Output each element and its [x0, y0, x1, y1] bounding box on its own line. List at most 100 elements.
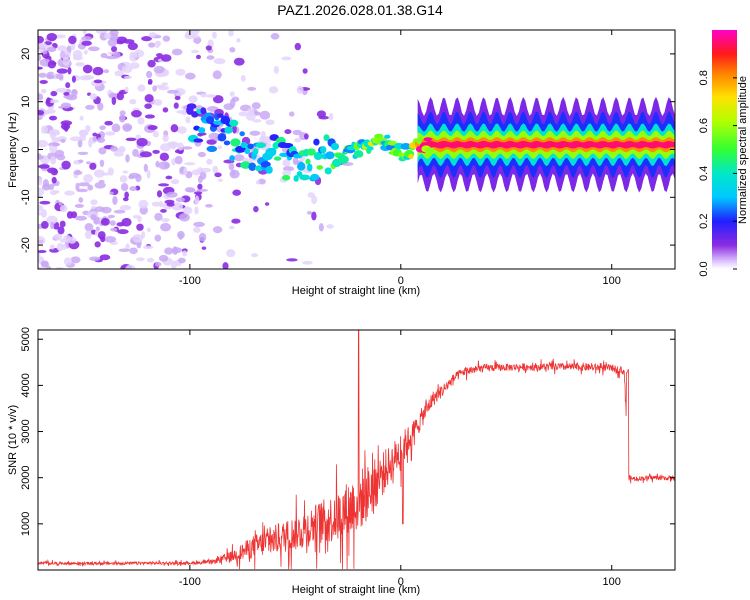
spectrogram-noise-blob: [212, 95, 224, 104]
spectrogram-ridge-blob: [224, 126, 233, 134]
spectrogram-x-tick-label: 100: [603, 275, 621, 287]
spectrogram-noise-blob: [174, 88, 186, 96]
spectrogram-noise-blob: [302, 68, 308, 74]
spectrogram-noise-blob: [82, 30, 87, 35]
colorbar-tick-label: 0.2: [698, 214, 710, 229]
spectrogram-noise-blob: [87, 184, 94, 191]
spectrogram-noise-blob: [127, 42, 138, 51]
spectrogram-ridge-blob: [206, 145, 218, 153]
spectrogram-noise-blob: [178, 213, 190, 222]
spectrogram-noise-blob: [49, 244, 55, 250]
spectrogram-noise-blob: [136, 137, 148, 147]
spectrogram-noise-blob: [38, 164, 50, 169]
spectrogram-noise-blob: [249, 130, 261, 136]
spectrogram-noise-blob: [188, 30, 200, 36]
spectrogram-noise-blob: [112, 196, 118, 205]
spectrogram-noise-blob: [89, 162, 97, 171]
spectrogram-noise-blob: [120, 183, 129, 192]
spectrogram-noise-blob: [109, 30, 119, 37]
snr-y-tick-label: 2000: [20, 465, 32, 489]
spectrogram-noise-blob: [38, 187, 45, 197]
spectrogram-noise-blob: [177, 126, 187, 134]
spectrogram-noise-blob: [156, 190, 163, 198]
spectrogram-noise-blob: [141, 36, 152, 42]
spectrogram-noise-blob: [70, 211, 78, 219]
spectrogram-noise-blob: [38, 266, 47, 269]
spectrogram-noise-blob: [217, 178, 223, 182]
spectrogram-noise-blob: [154, 40, 160, 49]
spectrogram-noise-blob: [192, 226, 201, 233]
spectrogram-noise-blob: [87, 46, 100, 52]
spectrogram-noise-blob: [51, 176, 57, 184]
spectrogram-noise-blob: [71, 75, 76, 83]
spectrogram-ridge-blob: [306, 148, 316, 156]
spectrogram-noise-blob: [51, 142, 61, 147]
spectrogram-noise-blob: [175, 68, 186, 76]
spectrogram-ridge-blob: [330, 142, 340, 151]
spectrogram-noise-blob: [46, 32, 58, 42]
spectrogram-noise-blob: [129, 98, 137, 105]
spectrogram-ridge-blob: [313, 138, 320, 146]
spectrogram-noise-blob: [82, 64, 93, 74]
spectrogram-noise-blob: [231, 218, 241, 224]
spectrogram-noise-blob: [188, 95, 198, 103]
spectrogram-noise-blob: [75, 182, 80, 191]
spectrogram-noise-blob: [49, 144, 58, 153]
spectrogram-noise-blob: [59, 50, 71, 60]
spectrogram-noise-blob: [152, 85, 158, 92]
spectrogram-noise-blob: [177, 230, 185, 239]
spectrogram-noise-blob: [228, 30, 234, 37]
spectrogram-noise-blob: [205, 204, 213, 208]
spectrogram-noise-blob: [222, 262, 229, 269]
spectrogram-noise-blob: [92, 136, 97, 142]
spectrogram-ridge-blob: [423, 137, 433, 142]
spectrogram-ridge-blob: [416, 137, 423, 145]
snr-series-line: [38, 330, 675, 570]
spectrogram-noise-blob: [110, 227, 118, 232]
spectrogram-noise-blob: [122, 170, 128, 174]
spectrogram-noise-blob: [198, 232, 207, 242]
spectrogram-ridge-blob: [306, 163, 313, 172]
spectrogram-noise-blob: [182, 250, 188, 257]
spectrogram-noise-blob: [201, 246, 207, 250]
spectrogram-noise-blob: [46, 74, 55, 80]
spectrogram-noise-blob: [119, 175, 128, 183]
spectrogram-noise-blob: [60, 102, 72, 109]
spectrogram-noise-blob: [97, 102, 104, 111]
spectrogram-noise-blob: [142, 245, 154, 250]
spectrogram-noise-blob: [200, 167, 212, 173]
spectrogram-noise-blob: [185, 171, 193, 179]
spectrogram-noise-blob: [144, 103, 152, 109]
spectrogram-noise-blob: [155, 261, 162, 267]
spectrogram-noise-blob: [84, 230, 92, 240]
spectrogram-ridge-blob: [198, 127, 206, 134]
spectrogram-noise-blob: [129, 62, 140, 69]
spectrogram-noise-blob: [90, 199, 98, 206]
spectrogram-noise-blob: [171, 48, 183, 56]
spectrogram-noise-blob: [146, 257, 155, 263]
spectrogram-noise-blob: [161, 82, 169, 86]
spectrogram-noise-blob: [212, 31, 217, 39]
spectrogram-noise-blob: [132, 148, 139, 157]
spectrogram-ridge-blob: [229, 155, 235, 162]
spectrogram-noise-blob: [200, 93, 208, 98]
spectrogram-noise-blob: [107, 38, 118, 47]
spectrogram-noise-blob: [113, 151, 124, 157]
spectrogram-noise-blob: [73, 170, 83, 176]
spectrogram-ridge-blob: [268, 147, 277, 155]
spectrogram-noise-blob: [156, 53, 163, 58]
spectrogram-noise-blob: [50, 90, 58, 97]
spectrogram-y-tick-label: 20: [20, 48, 32, 60]
spectrogram-noise-blob: [206, 55, 215, 60]
spectrogram-noise-blob: [118, 145, 126, 153]
spectrogram-noise-blob: [59, 220, 66, 228]
spectrogram-noise-blob: [268, 86, 279, 94]
spectrogram-noise-blob: [252, 119, 262, 123]
spectrogram-noise-blob: [83, 49, 88, 55]
spectrogram-noise-blob: [255, 180, 260, 185]
spectrogram-noise-blob: [175, 197, 186, 203]
spectrogram-blobs: [38, 30, 368, 269]
spectrogram-noise-blob: [47, 60, 57, 69]
spectrogram-noise-blob: [190, 49, 200, 54]
spectrogram-noise-blob: [147, 59, 156, 68]
